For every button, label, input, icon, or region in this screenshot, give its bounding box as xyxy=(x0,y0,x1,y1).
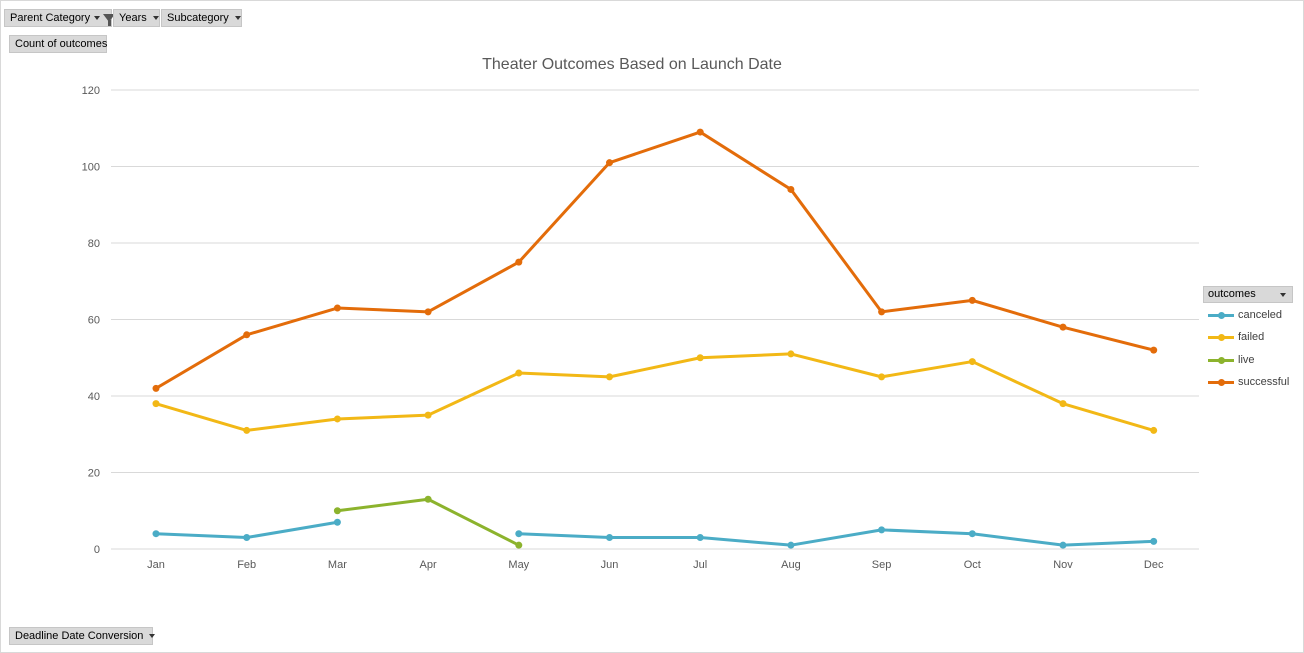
data-point-successful[interactable] xyxy=(1059,323,1067,331)
data-point-failed[interactable] xyxy=(424,411,432,419)
filter-field-label: Years xyxy=(119,12,147,24)
x-tick-label: Mar xyxy=(328,559,347,571)
x-tick-label: May xyxy=(508,559,529,571)
series-line-live xyxy=(335,497,521,547)
value-field-button[interactable]: Count of outcomes xyxy=(9,35,107,53)
legend-marker xyxy=(1218,379,1225,386)
data-point-canceled[interactable] xyxy=(787,541,795,549)
legend-marker xyxy=(1218,334,1225,341)
data-point-failed[interactable] xyxy=(696,354,704,362)
data-point-failed[interactable] xyxy=(606,373,613,381)
data-point-failed[interactable] xyxy=(152,400,160,408)
data-point-successful[interactable] xyxy=(878,308,886,316)
data-point-canceled[interactable] xyxy=(515,530,523,538)
data-point-canceled[interactable] xyxy=(878,526,886,534)
data-point-successful[interactable] xyxy=(1150,346,1158,354)
y-tick-label: 120 xyxy=(82,85,100,97)
data-point-successful[interactable] xyxy=(152,384,160,392)
legend-swatch xyxy=(1208,355,1234,365)
filter-field-years[interactable]: Years xyxy=(113,9,160,27)
legend: outcomes canceled failed live successful xyxy=(1203,286,1293,398)
data-point-live[interactable] xyxy=(424,495,432,503)
data-point-failed[interactable] xyxy=(515,369,523,377)
data-point-failed[interactable] xyxy=(787,350,795,358)
data-point-successful[interactable] xyxy=(606,159,613,167)
legend-label: successful xyxy=(1238,376,1290,388)
legend-marker xyxy=(1218,312,1225,319)
filter-field-label: Parent Category xyxy=(10,12,91,24)
legend-label: canceled xyxy=(1238,309,1283,321)
chevron-down-icon xyxy=(234,16,241,20)
legend-item-canceled: canceled xyxy=(1203,308,1282,322)
data-point-canceled[interactable] xyxy=(606,534,613,542)
data-point-canceled[interactable] xyxy=(968,530,976,538)
x-tick-label: Sep xyxy=(872,559,892,571)
x-tick-label: Jun xyxy=(601,559,619,571)
x-tick-label: Oct xyxy=(964,559,981,571)
filter-icon xyxy=(103,14,116,26)
y-tick-label: 80 xyxy=(88,238,100,250)
legend-marker xyxy=(1218,357,1225,364)
y-tick-label: 40 xyxy=(88,391,100,403)
x-tick-label: Jan xyxy=(147,559,165,571)
data-point-failed[interactable] xyxy=(243,426,251,434)
data-point-failed[interactable] xyxy=(1059,400,1067,408)
data-point-canceled[interactable] xyxy=(333,518,341,526)
data-point-live[interactable] xyxy=(333,507,341,515)
chevron-down-icon xyxy=(94,16,101,20)
series-line-successful xyxy=(154,130,1156,390)
data-point-successful[interactable] xyxy=(333,304,341,312)
legend-item-live: live xyxy=(1203,353,1255,367)
data-point-canceled[interactable] xyxy=(1059,541,1067,549)
data-point-failed[interactable] xyxy=(968,358,976,366)
chevron-down-icon xyxy=(152,16,159,20)
x-tick-label: Dec xyxy=(1144,559,1164,571)
data-point-failed[interactable] xyxy=(1150,426,1158,434)
axis-field-button[interactable]: Deadline Date Conversion xyxy=(9,627,156,645)
x-tick-label: Nov xyxy=(1053,559,1073,571)
filter-field-label: Subcategory xyxy=(167,12,229,24)
x-tick-label: Feb xyxy=(237,559,256,571)
filter-field-subcategory[interactable]: Subcategory xyxy=(161,9,242,27)
y-tick-label: 20 xyxy=(88,468,100,480)
y-tick-label: 60 xyxy=(88,315,100,327)
legend-field-label: outcomes xyxy=(1208,288,1256,300)
legend-label: live xyxy=(1238,354,1255,366)
x-tick-label: Aug xyxy=(781,559,801,571)
data-point-canceled[interactable] xyxy=(696,534,704,542)
legend-label: failed xyxy=(1238,331,1265,343)
x-tick-label: Jul xyxy=(693,559,707,571)
legend-item-successful: successful xyxy=(1203,375,1289,389)
data-point-successful[interactable] xyxy=(696,128,704,136)
chart-title: Theater Outcomes Based on Launch Date xyxy=(482,56,782,73)
legend-swatch xyxy=(1208,332,1234,342)
legend-field-button[interactable]: outcomes xyxy=(1203,286,1293,303)
data-point-live[interactable] xyxy=(515,541,523,549)
chevron-down-icon xyxy=(149,634,156,638)
data-point-successful[interactable] xyxy=(787,185,795,193)
data-point-successful[interactable] xyxy=(515,258,523,266)
legend-swatch xyxy=(1208,310,1234,320)
value-field-label: Count of outcomes xyxy=(15,38,108,50)
data-point-successful[interactable] xyxy=(243,331,251,339)
y-tick-label: 100 xyxy=(82,162,100,174)
data-point-successful[interactable] xyxy=(424,308,432,316)
chevron-down-icon xyxy=(1280,293,1286,297)
legend-item-failed: failed xyxy=(1203,330,1264,344)
x-tick-label: Apr xyxy=(420,559,437,571)
series-line-failed xyxy=(154,352,1156,432)
series-line-canceled xyxy=(517,528,1156,547)
data-point-failed[interactable] xyxy=(333,415,341,423)
data-point-successful[interactable] xyxy=(968,296,976,304)
axis-field-label: Deadline Date Conversion xyxy=(15,630,144,642)
data-point-canceled[interactable] xyxy=(1150,537,1158,545)
legend-swatch xyxy=(1208,377,1234,387)
data-point-failed[interactable] xyxy=(878,373,886,381)
data-point-canceled[interactable] xyxy=(152,530,160,538)
y-tick-label: 0 xyxy=(94,544,100,556)
filter-field-parent-category[interactable]: Parent Category xyxy=(4,9,116,27)
data-point-canceled[interactable] xyxy=(243,534,251,542)
